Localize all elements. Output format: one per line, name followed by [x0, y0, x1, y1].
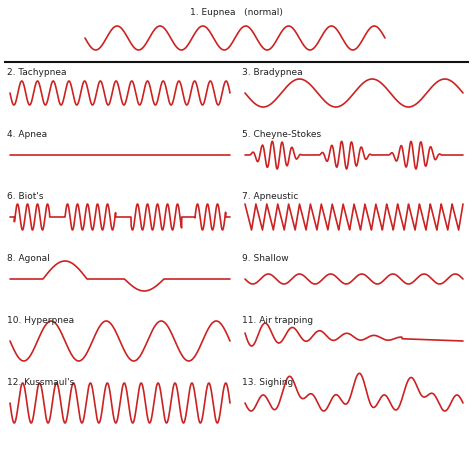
Text: 8. Agonal: 8. Agonal [7, 254, 50, 263]
Text: 3. Bradypnea: 3. Bradypnea [242, 68, 303, 77]
Text: 5. Cheyne-Stokes: 5. Cheyne-Stokes [242, 130, 321, 139]
Text: 13. Sighing: 13. Sighing [242, 378, 293, 387]
Text: 11. Air trapping: 11. Air trapping [242, 316, 313, 325]
Text: 1. Eupnea   (normal): 1. Eupnea (normal) [190, 8, 282, 17]
Text: 7. Apneustic: 7. Apneustic [242, 192, 298, 201]
Text: 12. Kussmaul's: 12. Kussmaul's [7, 378, 74, 387]
Text: 4. Apnea: 4. Apnea [7, 130, 47, 139]
Text: 10. Hyperpnea: 10. Hyperpnea [7, 316, 74, 325]
Text: 9. Shallow: 9. Shallow [242, 254, 289, 263]
Text: 6. Biot's: 6. Biot's [7, 192, 44, 201]
Text: 2. Tachypnea: 2. Tachypnea [7, 68, 67, 77]
